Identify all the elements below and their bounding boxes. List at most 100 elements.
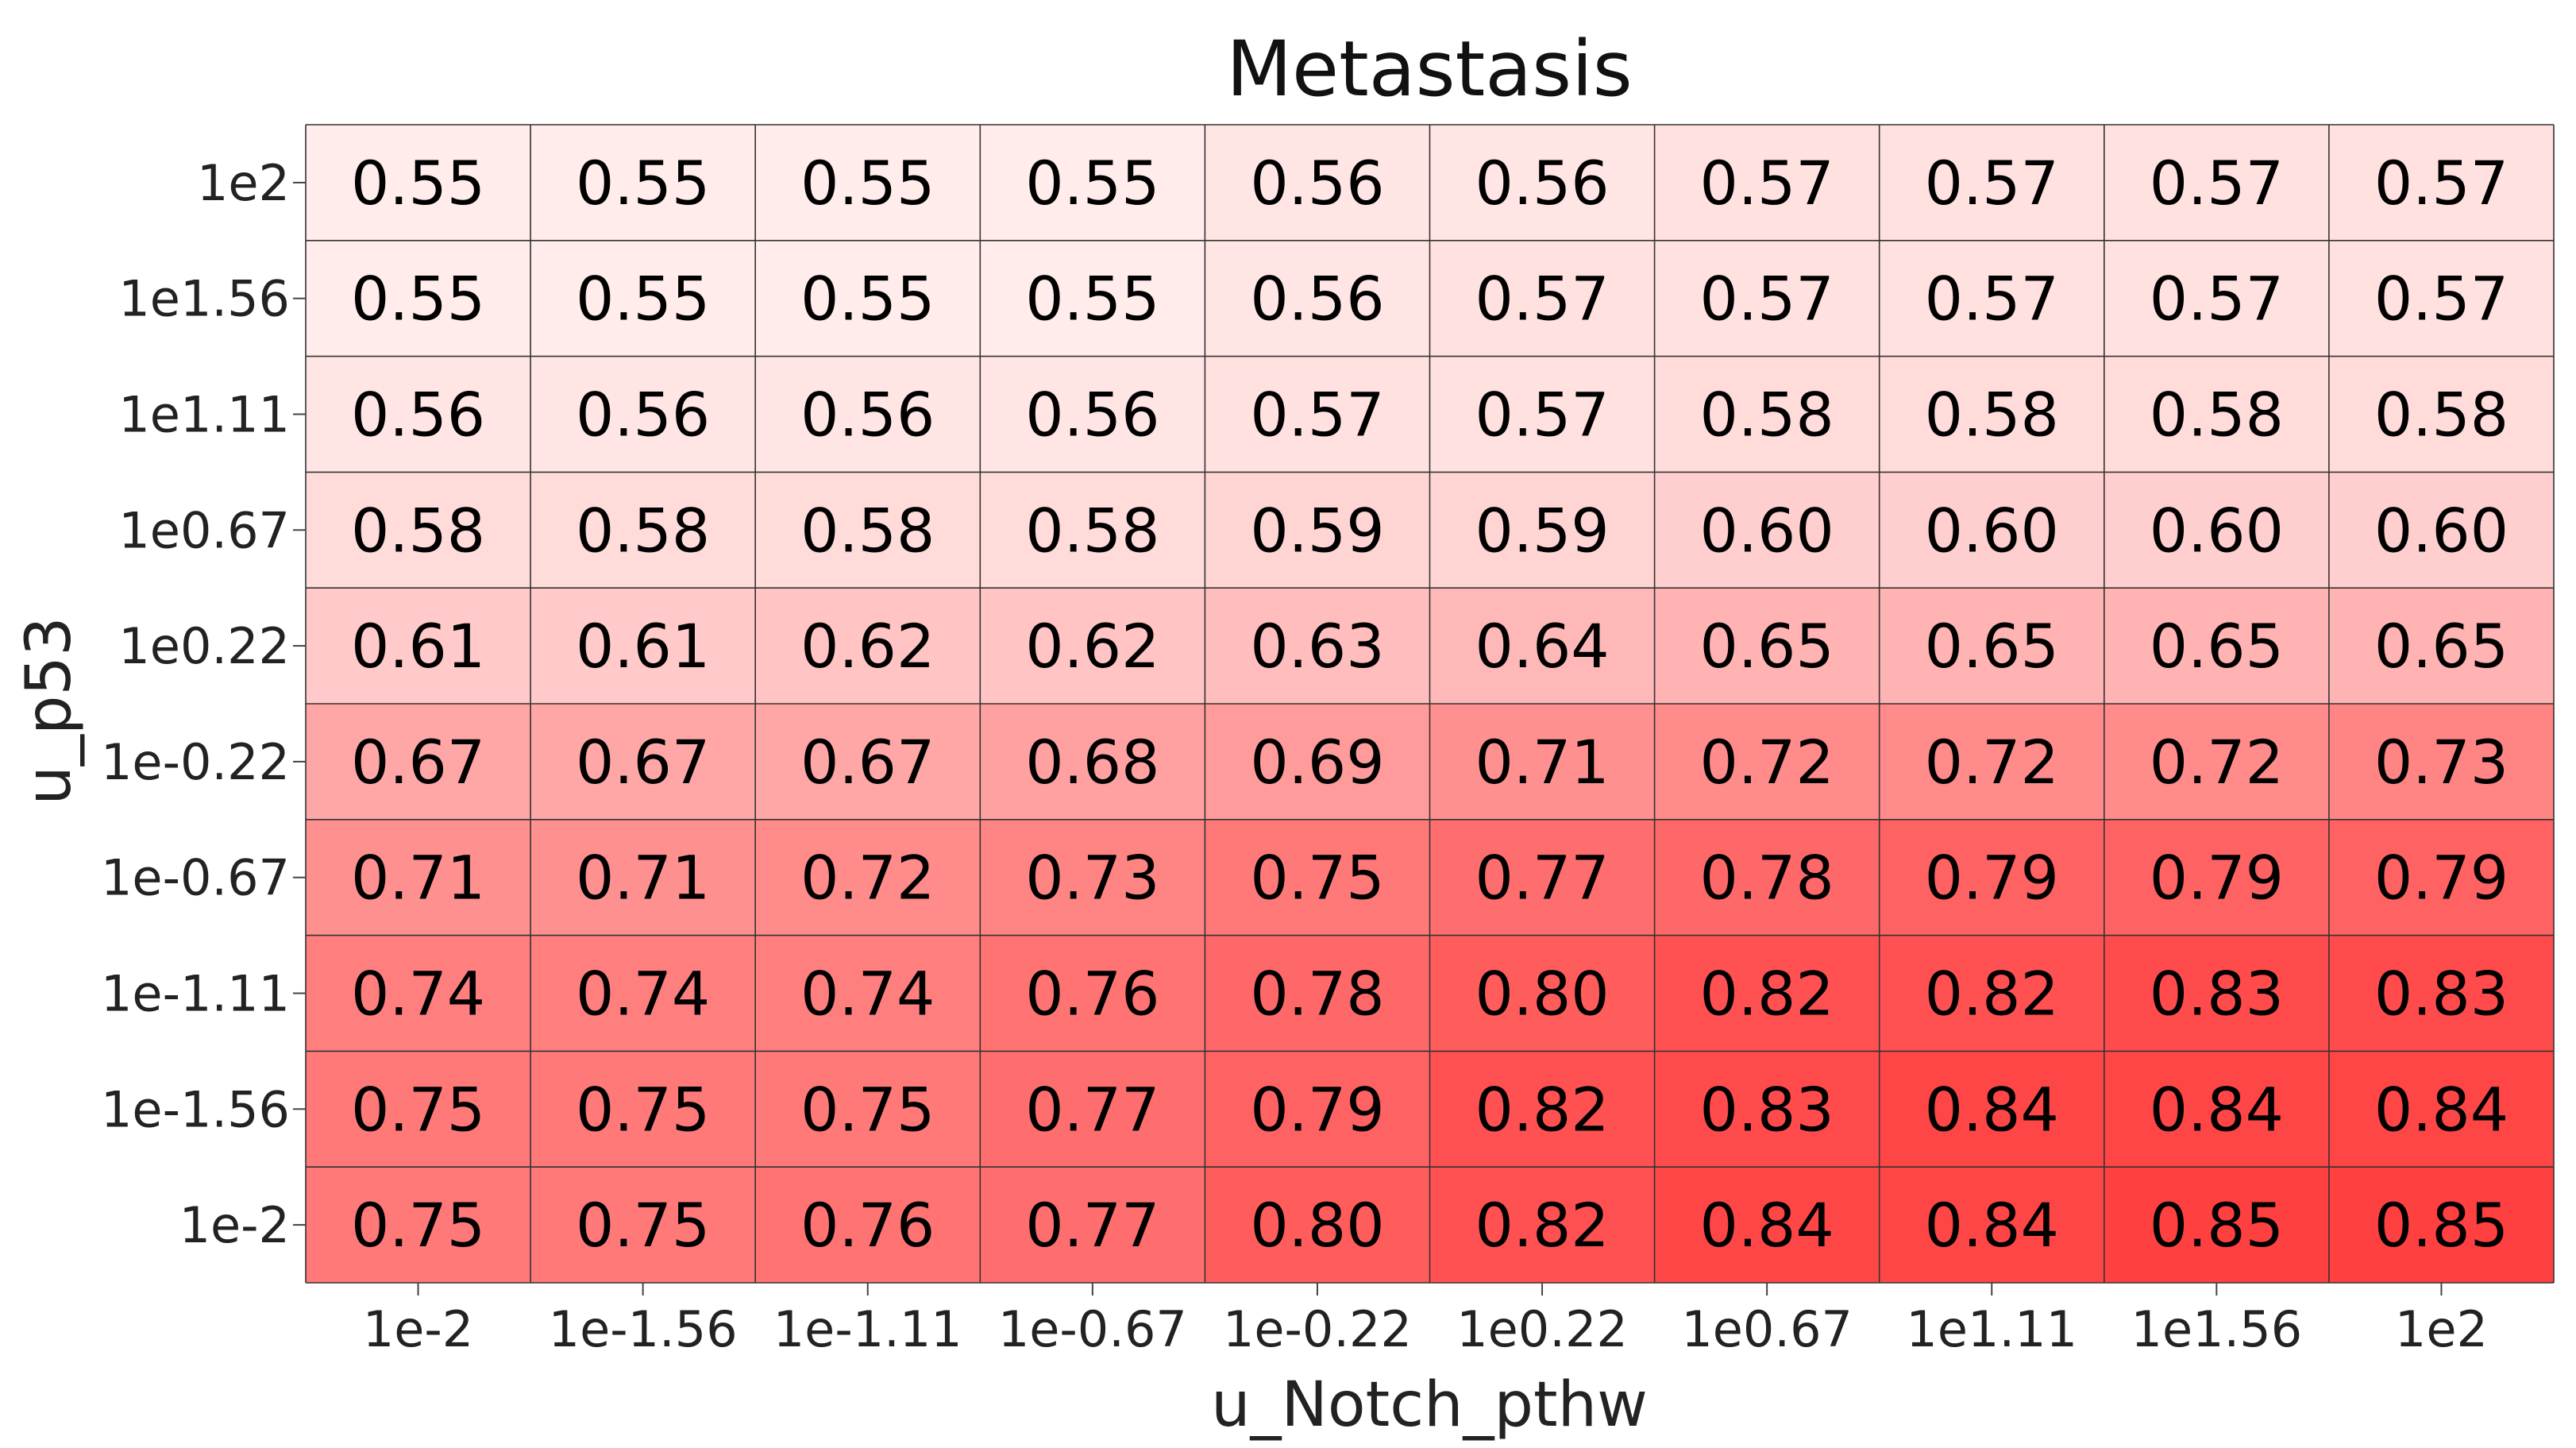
- x-tick-label: 1e1.11: [1906, 1300, 2077, 1358]
- cell-value-label: 0.72: [1700, 727, 1834, 797]
- heatmap-cell: [530, 588, 756, 704]
- heatmap-cell: [980, 1051, 1205, 1168]
- cell-value-label: 0.60: [2150, 495, 2284, 566]
- cell-value-label: 0.82: [1700, 959, 1834, 1029]
- cell-value-label: 0.75: [351, 1190, 485, 1261]
- cell-value-label: 0.84: [2150, 1074, 2284, 1145]
- heatmap-cell: [1205, 1051, 1430, 1168]
- cell-value-label: 0.57: [2150, 264, 2284, 334]
- y-tick-label: 1e2: [197, 154, 290, 212]
- cell-value-label: 0.58: [800, 495, 935, 566]
- cell-value-label: 0.73: [2374, 727, 2509, 797]
- cell-value-label: 0.84: [1700, 1190, 1834, 1261]
- heatmap-cell: [1654, 125, 1880, 241]
- heatmap-cell: [755, 1051, 981, 1168]
- cell-value-label: 0.67: [576, 727, 710, 797]
- cell-value-label: 0.58: [1925, 380, 2059, 450]
- cell-value-label: 0.68: [1025, 727, 1159, 797]
- y-tick-label: 1e0.22: [118, 617, 290, 675]
- cell-value-label: 0.77: [1025, 1190, 1159, 1261]
- cell-value-label: 0.72: [800, 843, 935, 913]
- cell-value-label: 0.57: [1700, 264, 1834, 334]
- cell-value-label: 0.75: [1250, 843, 1384, 913]
- heatmap-cell: [1654, 356, 1880, 473]
- heatmap-cell: [306, 588, 531, 704]
- heatmap-cell: [2104, 819, 2329, 936]
- heatmap-cell: [306, 704, 531, 820]
- heatmap-grid: [305, 124, 2555, 1284]
- heatmap-cell: [530, 1051, 756, 1168]
- cell-value-label: 0.57: [2374, 264, 2509, 334]
- heatmap-cell: [1429, 935, 1655, 1052]
- cell-value-label: 0.58: [1025, 495, 1159, 566]
- y-tick-label: 1e1.11: [118, 386, 290, 444]
- heatmap-cell: [1429, 588, 1655, 704]
- heatmap-cell: [755, 704, 981, 820]
- heatmap-cell: [755, 356, 981, 473]
- heatmap-cell: [1879, 704, 2104, 820]
- heatmap-cell: [1205, 819, 1430, 936]
- heatmap-cell: [755, 1167, 981, 1283]
- cell-value-label: 0.60: [1925, 495, 2059, 566]
- cell-value-label: 0.55: [576, 264, 710, 334]
- heatmap-cell: [2328, 588, 2554, 704]
- heatmap-cell: [2104, 125, 2329, 241]
- cell-value-label: 0.55: [800, 148, 935, 218]
- heatmap-cell: [1654, 472, 1880, 589]
- cell-value-label: 0.73: [1025, 843, 1159, 913]
- heatmap-cell: [2104, 588, 2329, 704]
- x-axis-label: u_Notch_pthw: [1211, 1369, 1648, 1441]
- cell-value-label: 0.60: [1700, 495, 1834, 566]
- heatmap-cell: [306, 125, 531, 241]
- cell-value-label: 0.74: [351, 959, 485, 1029]
- heatmap-cell: [1654, 819, 1880, 936]
- cell-value-label: 0.55: [1025, 148, 1159, 218]
- heatmap-cell: [1205, 1167, 1430, 1283]
- heatmap-cell: [1879, 588, 2104, 704]
- heatmap-cell: [980, 588, 1205, 704]
- heatmap-cell: [530, 704, 756, 820]
- cell-value-label: 0.78: [1250, 959, 1384, 1029]
- chart-title: Metastasis: [1226, 25, 1633, 114]
- heatmap-cell: [1879, 356, 2104, 473]
- cell-value-label: 0.56: [576, 380, 710, 450]
- heatmap-cell: [1429, 704, 1655, 820]
- y-tick-label: 1e-1.11: [101, 965, 290, 1023]
- heatmap-cell: [2104, 240, 2329, 357]
- cell-value-label: 0.56: [1250, 148, 1384, 218]
- heatmap-cell: [1429, 1051, 1655, 1168]
- cell-value-label: 0.74: [800, 959, 935, 1029]
- heatmap-cell: [1429, 125, 1655, 241]
- cell-value-label: 0.57: [1475, 380, 1609, 450]
- heatmap-cell: [1879, 819, 2104, 936]
- heatmap-cell: [1429, 356, 1655, 473]
- heatmap-cell: [1654, 704, 1880, 820]
- x-tick-label: 1e-0.22: [1223, 1300, 1412, 1358]
- cell-value-label: 0.57: [1925, 148, 2059, 218]
- heatmap-cell: [980, 240, 1205, 357]
- cell-value-label: 0.64: [1475, 611, 1609, 682]
- heatmap-cell: [755, 125, 981, 241]
- y-tick-label: 1e0.67: [118, 501, 290, 559]
- heatmap-cell: [1654, 588, 1880, 704]
- x-tick-label: 1e0.22: [1456, 1300, 1628, 1358]
- cell-value-label: 0.55: [1025, 264, 1159, 334]
- cell-value-label: 0.65: [2150, 611, 2284, 682]
- y-tick-label: 1e1.56: [118, 270, 290, 328]
- heatmap-cell: [1879, 935, 2104, 1052]
- cell-value-label: 0.56: [800, 380, 935, 450]
- cell-value-label: 0.59: [1250, 495, 1384, 566]
- heatmap-cell: [1429, 472, 1655, 589]
- cell-value-label: 0.84: [1925, 1074, 2059, 1145]
- heatmap-cell: [1654, 240, 1880, 357]
- cell-value-label: 0.76: [800, 1190, 935, 1261]
- cell-value-label: 0.72: [2150, 727, 2284, 797]
- cell-value-label: 0.61: [351, 611, 485, 682]
- cell-value-label: 0.75: [576, 1190, 710, 1261]
- cell-value-label: 0.56: [1475, 148, 1609, 218]
- cell-value-label: 0.62: [1025, 611, 1159, 682]
- cell-labels: 0.55 0.55 0.55 0.55 0.56 0.56 0.57 0.57 0.57 0.57…: [351, 148, 2509, 1261]
- heatmap-cell: [530, 935, 756, 1052]
- cell-value-label: 0.83: [2374, 959, 2509, 1029]
